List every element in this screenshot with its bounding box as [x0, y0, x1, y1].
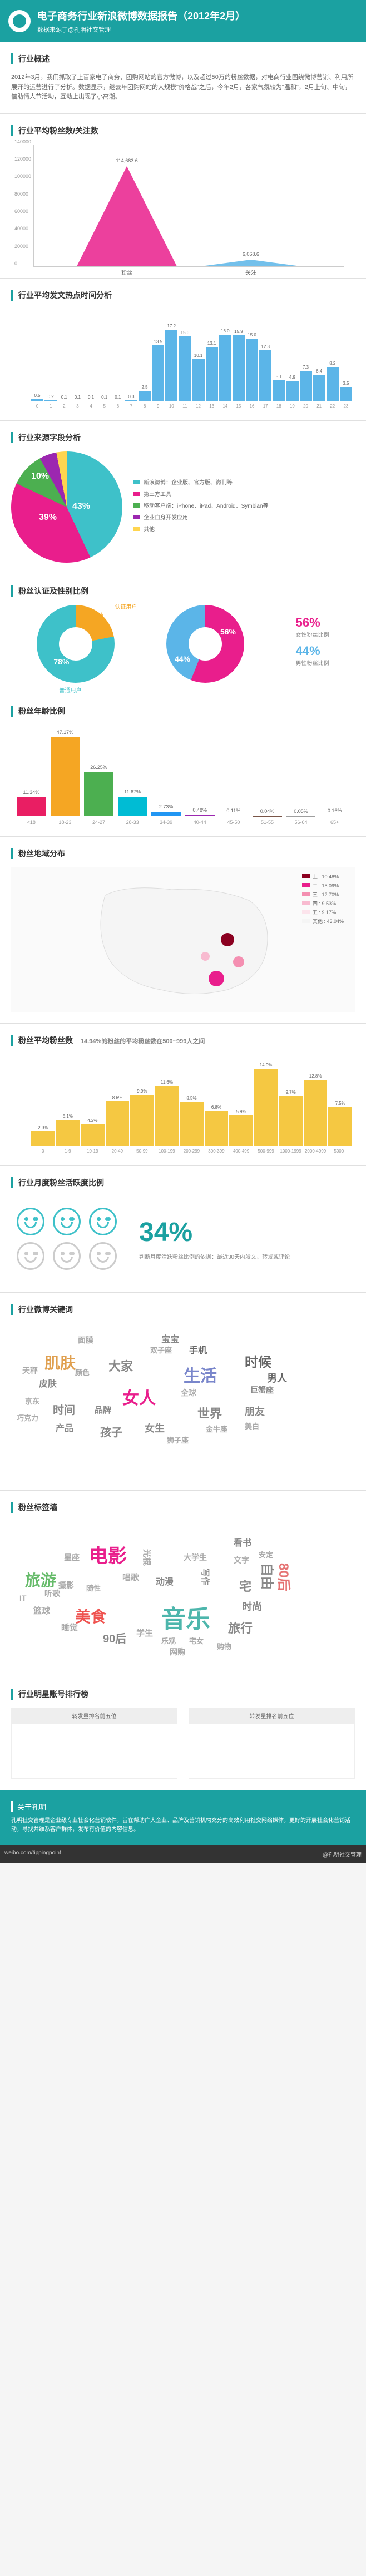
activity-note: 判断月度活跃粉丝比例的依据：最近30天内发文、转发或评论	[139, 1252, 290, 1260]
activity-row: .s00::before,.s00::after{background:#3ec…	[11, 1197, 355, 1281]
hourly-title: 行业平均发文热点时间分析	[11, 290, 355, 301]
overview-section: 行业概述 2012年3月，我们抓取了上百家电子商务、团购网站的官方微博，以及超过…	[0, 42, 366, 114]
activity-stat: 34% 判断月度活跃粉丝比例的依据：最近30天内发文、转发或评论	[139, 1217, 290, 1260]
age-bars: 11.34%<1847.17%18-2326.25%24-2711.67%28-…	[11, 725, 355, 825]
map-svg	[72, 873, 294, 1006]
region-title: 粉丝地域分布	[11, 848, 355, 859]
fans-title: 行业平均粉丝数/关注数	[11, 125, 355, 136]
fansdist-sub: 14.94%的粉丝的平均粉丝数在500~999人之间	[81, 1038, 205, 1045]
gender-donut: 56%44%	[166, 605, 244, 683]
map-legend: 上 : 10.48%二 : 15.09%三 : 12.70%四 : 9.53%五…	[302, 873, 344, 926]
activity-title: 行业月度粉丝活跃度比例	[11, 1177, 355, 1188]
age-section: 粉丝年龄比例 11.34%<1847.17%18-2326.25%24-2711…	[0, 694, 366, 837]
cert-title: 粉丝认证及性别比例	[11, 585, 355, 597]
source-legend: 新浪微博：企业版、官方版、微刊等第三方工具移动客户端：iPhone、iPad、A…	[133, 478, 355, 536]
cert-donut-group: 22%认证用户78%普通用户	[37, 605, 115, 683]
fansdist-section: 粉丝平均粉丝数 14.94%的粉丝的平均粉丝数在500~999人之间 2.9%0…	[0, 1024, 366, 1166]
triangle-chart: 020000400006000080000100000120000140000粉…	[33, 145, 344, 267]
watermark: weibo.com/tippingpoint @孔明社交管理	[0, 1845, 366, 1863]
watermark-url: weibo.com/tippingpoint	[4, 1850, 61, 1856]
hourly-section: 行业平均发文热点时间分析 0.500.210.120.130.140.150.1…	[0, 279, 366, 421]
fansdist-bars: 2.9%05.1%1-94.2%10-198.6%20-499.9%50-991…	[28, 1054, 355, 1154]
china-map: 上 : 10.48%二 : 15.09%三 : 12.70%四 : 9.53%五…	[11, 867, 355, 1012]
gender-donut-group: 56%44%	[166, 605, 244, 683]
keywords-section: 行业微博关键词 肌肤女人生活时候宝宝手机男人巨蟹座面膜双子座皮肤天秤颜色大家京东…	[0, 1293, 366, 1491]
tags-cloud: 电影音乐旅游美食旅行时尚自由80后90后听歌睡觉学生IT看书篮球星座摄影唱歌动漫…	[11, 1521, 355, 1666]
header-titles: 电子商务行业新浪微博数据报告（2012年2月） 数据来源于@孔明社交管理	[37, 8, 245, 34]
cert-section: 粉丝认证及性别比例 22%认证用户78%普通用户 56%44% 56%女性粉丝比…	[0, 574, 366, 694]
overview-title: 行业概述	[11, 53, 355, 64]
subtitle: 数据来源于@孔明社交管理	[37, 25, 245, 34]
header: 电子商务行业新浪微博数据报告（2012年2月） 数据来源于@孔明社交管理	[0, 0, 366, 42]
rankings-section: 行业明星账号排行榜 转发量排名前五位转发量排名前五位	[0, 1677, 366, 1790]
donut-row: 22%认证用户78%普通用户 56%44% 56%女性粉丝比例44%男性粉丝比例	[11, 605, 355, 683]
tags-section: 粉丝标签墙 电影音乐旅游美食旅行时尚自由80后90后听歌睡觉学生IT看书篮球星座…	[0, 1491, 366, 1677]
logo-icon	[8, 10, 31, 32]
activity-pct: 34%	[139, 1217, 290, 1248]
gender-stats: 56%女性粉丝比例44%男性粉丝比例	[296, 616, 329, 672]
tags-title: 粉丝标签墙	[11, 1502, 355, 1513]
pie-row: 43%39%10% 新浪微博：企业版、官方版、微刊等第三方工具移动客户端：iPh…	[11, 451, 355, 563]
emoji-grid: .s00::before,.s00::after{background:#3ec…	[17, 1208, 117, 1270]
keywords-cloud: 肌肤女人生活时候宝宝手机男人巨蟹座面膜双子座皮肤天秤颜色大家京东时间品牌产品孩子…	[11, 1323, 355, 1479]
footer: 关于孔明 孔明社交管理是企业级专业社会化营销软件，旨在帮助广大企业、品牌及营销机…	[0, 1790, 366, 1845]
rankings-title: 行业明星账号排行榜	[11, 1689, 355, 1700]
source-section: 行业来源字段分析 43%39%10% 新浪微博：企业版、官方版、微刊等第三方工具…	[0, 421, 366, 574]
region-section: 粉丝地域分布 上 : 10.48%二 : 15.09%三 : 12.70%四 :…	[0, 837, 366, 1024]
main-title: 电子商务行业新浪微博数据报告（2012年2月）	[37, 8, 245, 23]
rank-tables: 转发量排名前五位转发量排名前五位	[11, 1708, 355, 1779]
overview-text: 2012年3月，我们抓取了上百家电子商务、团购网站的官方微博，以及超过50万的粉…	[11, 73, 355, 102]
source-pie: 43%39%10%	[11, 451, 122, 563]
fansdist-title: 粉丝平均粉丝数 14.94%的粉丝的平均粉丝数在500~999人之间	[11, 1035, 355, 1046]
cert-donut: 22%认证用户78%普通用户	[37, 605, 115, 683]
footer-title: 关于孔明	[11, 1801, 355, 1812]
fans-section: 行业平均粉丝数/关注数 0200004000060000800001000001…	[0, 114, 366, 279]
hourly-bars: 0.500.210.120.130.140.150.160.372.5813.5…	[28, 309, 355, 409]
footer-text: 孔明社交管理是企业级专业社会化营销软件，旨在帮助广大企业、品牌及营销机构充分的高…	[11, 1816, 355, 1834]
watermark-handle: @孔明社交管理	[323, 1852, 362, 1858]
source-title: 行业来源字段分析	[11, 432, 355, 443]
activity-section: 行业月度粉丝活跃度比例 .s00::before,.s00::after{bac…	[0, 1166, 366, 1293]
keywords-title: 行业微博关键词	[11, 1304, 355, 1315]
fansdist-title-main: 粉丝平均粉丝数	[18, 1036, 73, 1045]
age-title: 粉丝年龄比例	[11, 706, 355, 717]
